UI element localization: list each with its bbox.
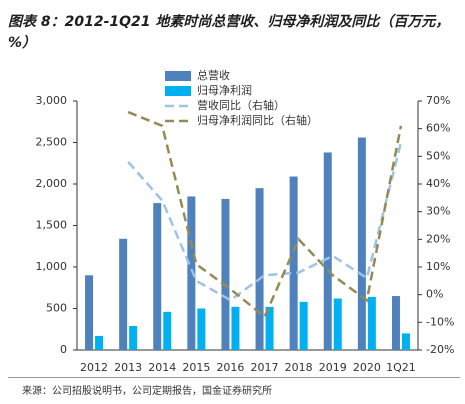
bar <box>255 188 264 350</box>
x-tick-label: 2019 <box>319 361 347 374</box>
y2-tick-label: 20% <box>426 232 450 245</box>
bar <box>333 298 342 350</box>
x-tick-label: 2020 <box>353 361 381 374</box>
bar <box>357 137 366 350</box>
x-tick-label: 2015 <box>182 361 210 374</box>
bar <box>289 176 298 350</box>
bar <box>299 301 308 350</box>
divider <box>8 377 460 378</box>
y-tick-label: 3,000 <box>36 94 68 107</box>
line-series <box>127 110 403 319</box>
y-tick-label: 2,500 <box>36 136 68 149</box>
y2-tick-label: 40% <box>426 177 450 190</box>
bar <box>95 335 104 350</box>
y2-tick-label: 70% <box>426 94 450 107</box>
y2-tick-label: 30% <box>426 205 450 218</box>
y2-tick-label: 50% <box>426 149 450 162</box>
bar <box>391 296 400 350</box>
legend-label: 营收同比（右轴） <box>197 98 285 112</box>
legend-label: 总营收 <box>197 68 230 82</box>
x-tick-label: 2017 <box>251 361 279 374</box>
x-tick-label: 1Q21 <box>386 361 416 374</box>
y2-tick-label: 60% <box>426 122 450 135</box>
y-tick-label: 500 <box>46 302 67 315</box>
x-tick-label: 2016 <box>216 361 244 374</box>
y-tick-label: 2,000 <box>36 177 68 190</box>
bar <box>323 152 332 350</box>
bar <box>163 311 172 350</box>
y2-tick-label: 0% <box>426 288 443 301</box>
bar <box>231 306 240 350</box>
x-tick-label: 2014 <box>148 361 176 374</box>
bar <box>221 198 230 350</box>
legend-label: 归母净利润 <box>197 83 252 97</box>
y-tick-label: 1,500 <box>36 219 68 232</box>
y2-tick-label: -10% <box>426 315 454 328</box>
bar <box>265 306 274 350</box>
bar <box>85 275 94 350</box>
legend-swatch <box>165 71 191 81</box>
legend-label: 归母净利润同比（右轴） <box>197 113 318 127</box>
legend-swatch <box>165 86 191 96</box>
bar <box>187 196 196 350</box>
x-tick-label: 2018 <box>285 361 313 374</box>
bar <box>119 238 128 350</box>
bar <box>197 308 206 350</box>
y-tick-label: 1,000 <box>36 260 68 273</box>
y-tick-label: 0 <box>60 343 67 356</box>
source-note: 来源：公司招股说明书，公司定期报告，国金证券研究所 <box>22 386 272 397</box>
bar <box>401 333 410 350</box>
bar <box>129 325 138 350</box>
y2-tick-label: 10% <box>426 260 450 273</box>
bar <box>153 203 162 350</box>
x-tick-label: 2012 <box>80 361 108 374</box>
x-tick-label: 2013 <box>114 361 142 374</box>
y2-tick-label: -20% <box>426 343 454 356</box>
chart-title: 图表 8：2012-1Q21 地素时尚总营收、归母净利润及同比（百万元，%） <box>8 14 450 51</box>
bar <box>367 296 376 350</box>
